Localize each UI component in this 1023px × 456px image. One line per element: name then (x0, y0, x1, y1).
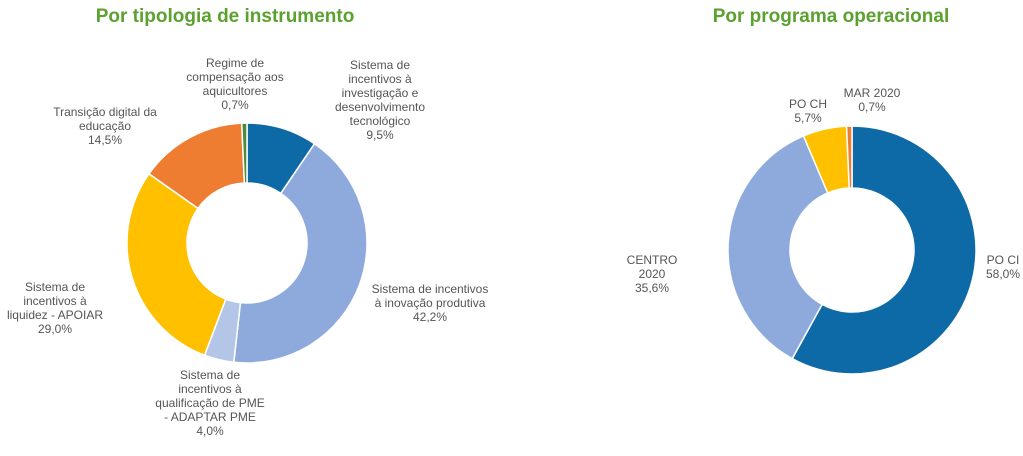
category-label: Sistema de incentivos à inovação produti… (371, 282, 489, 310)
value-label: 42,2% (412, 310, 448, 324)
category-label: Transição digital da educação (53, 105, 157, 133)
chart-title: Por programa operacional (712, 6, 950, 27)
category-label: PO CI (986, 253, 1020, 267)
value-label: 0,7% (221, 98, 249, 112)
value-label: 35,6% (634, 281, 670, 295)
value-label: 14,5% (87, 133, 123, 147)
value-label: 29,0% (37, 322, 73, 336)
donut-segment (240, 122, 248, 184)
segment-label: Sistema de incentivos à qualificação de … (155, 368, 265, 438)
segment-label: Sistema de incentivos à investigação e d… (323, 58, 438, 142)
category-label: PO CH (788, 97, 827, 111)
donut-segment (845, 125, 853, 189)
segment-label: MAR 2020 0,7% (837, 86, 907, 114)
category-label: Sistema de incentivos à liquidez - APOIA… (6, 280, 104, 322)
segment-label: Sistema de incentivos à inovação produti… (368, 282, 493, 324)
segment-label: PO CH 5,7% (783, 97, 833, 125)
value-label: 5,7% (794, 111, 822, 125)
donut-segment (791, 125, 977, 375)
category-label: Regime de compensação aos aquicultores (186, 56, 284, 98)
segment-label: PO CI 58,0% (978, 253, 1023, 281)
category-label: Sistema de incentivos à investigação e d… (334, 58, 426, 128)
segment-label: Regime de compensação aos aquicultores 0,… (178, 56, 293, 112)
donut-segment (126, 172, 227, 357)
donut-segment (727, 134, 829, 360)
donut-segment (232, 142, 368, 364)
value-label: 4,0% (196, 424, 224, 438)
value-label: 9,5% (366, 128, 394, 142)
value-label: 0,7% (858, 100, 886, 114)
category-label: MAR 2020 (843, 86, 901, 100)
segment-label: Transição digital da educação 14,5% (40, 105, 170, 147)
segment-label: Sistema de incentivos à liquidez - APOIA… (5, 280, 105, 336)
category-label: CENTRO 2020 (626, 253, 678, 281)
value-label: 58,0% (985, 267, 1021, 281)
category-label: Sistema de incentivos à qualificação de … (155, 368, 265, 424)
segment-label: CENTRO 2020 35,6% (622, 253, 682, 295)
chart-title: Por tipologia de instrumento (95, 6, 355, 27)
